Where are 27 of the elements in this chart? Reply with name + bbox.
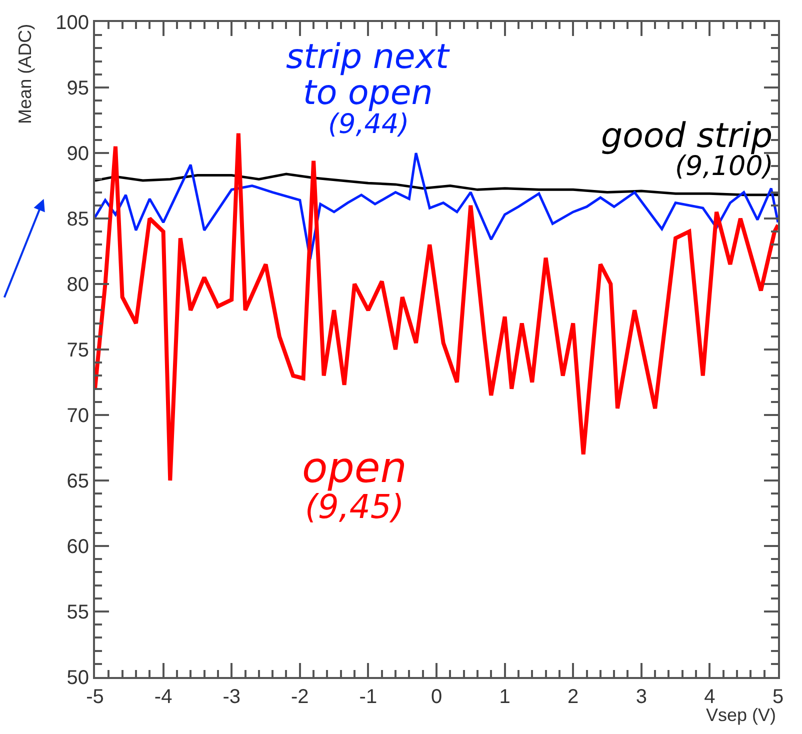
x-tick-label: 1	[499, 686, 510, 708]
x-tick-label: -1	[359, 686, 378, 708]
y-tick-label: 90	[66, 143, 89, 165]
x-tick-label: 0	[430, 686, 442, 708]
y-tick-label: 60	[66, 536, 89, 558]
series-label: good strip (9,100)	[601, 116, 774, 182]
x-tick-label: 2	[568, 686, 579, 708]
y-tick-label: 95	[66, 78, 89, 100]
x-tick-label: 4	[704, 686, 716, 708]
x-axis-title: Vsep (V)	[706, 705, 776, 725]
y-tick-label: 70	[66, 405, 89, 427]
y-tick-label: 80	[66, 274, 89, 296]
x-tick-label: -2	[291, 686, 309, 708]
y-tick-label: 75	[66, 340, 89, 362]
y-tick-label: 65	[66, 470, 89, 492]
x-tick-label: -4	[154, 686, 172, 708]
y-tick-label: 85	[66, 208, 89, 230]
y-axis-title: Mean (ADC)	[14, 24, 35, 124]
x-tick-label: 3	[636, 686, 647, 708]
x-tick-label: -5	[86, 686, 104, 708]
y-tick-label: 50	[66, 667, 89, 689]
series-label: strip next to open (9,44)	[286, 37, 450, 140]
y-tick-label: 55	[66, 602, 89, 624]
y-tick-label: 100	[56, 12, 89, 34]
x-tick-label: -3	[222, 686, 240, 708]
series-label: open (9,45)	[302, 443, 407, 526]
x-tick-label: 5	[772, 686, 784, 708]
